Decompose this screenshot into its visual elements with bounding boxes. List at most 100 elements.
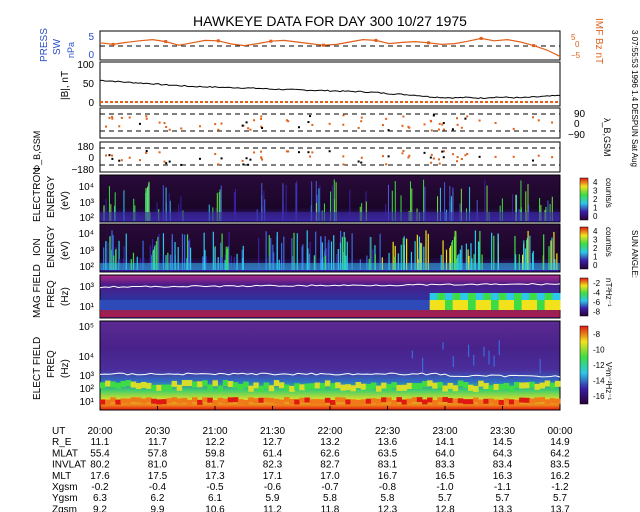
- magfield-band: [475, 300, 484, 310]
- phi-point: [387, 155, 390, 158]
- phi-point: [430, 161, 433, 164]
- magfield-band: [161, 300, 170, 310]
- magfield-band: [429, 300, 438, 310]
- phi-point: [307, 151, 310, 154]
- elecfield-band: [370, 398, 377, 404]
- elecfield-band: [232, 397, 239, 403]
- magfield-band: [207, 300, 216, 310]
- ephemeris-cell: -0.5: [206, 482, 224, 493]
- lambda-point: [253, 119, 256, 122]
- magfield-band: [483, 293, 492, 300]
- elecfield-band: [498, 383, 505, 390]
- phi-point: [118, 159, 121, 162]
- ion-streak: [167, 252, 169, 270]
- elecfield-band: [171, 380, 178, 387]
- lambda-point: [128, 116, 131, 119]
- ion-streak: [473, 254, 475, 270]
- elecfield-band: [202, 397, 208, 403]
- elecfield-band: [416, 397, 423, 403]
- lambda-point: [408, 126, 411, 129]
- magfield-band: [529, 293, 538, 300]
- ephemeris-cell: 22:00: [317, 426, 342, 437]
- magfield-band: [146, 300, 155, 310]
- elecfield-band: [529, 381, 535, 388]
- elecfield-burst: [442, 342, 444, 350]
- phi-ylabel: Φ_B,GSM: [32, 131, 42, 172]
- magfield-band: [483, 300, 492, 310]
- imf-bz-label: IMF Bz nT: [593, 18, 604, 64]
- elecfield-band: [473, 385, 479, 392]
- ion-streak: [225, 246, 227, 270]
- phi-points: [105, 150, 554, 166]
- ion-streak: [112, 235, 114, 270]
- elecfield-band: [120, 380, 126, 387]
- magfield-band: [322, 300, 331, 310]
- ion-streak: [189, 247, 192, 270]
- electron-streak: [411, 188, 413, 221]
- magfield-band: [399, 300, 408, 310]
- mag-ylabel-1: MAG FIELD: [32, 264, 43, 318]
- electron-streak: [220, 185, 222, 221]
- electron-tick-1e2: 10²: [80, 213, 95, 224]
- elecfield-band: [432, 399, 438, 405]
- ion-streak: [184, 234, 186, 270]
- mag-ylabel-2: FREQ: [46, 280, 57, 308]
- phi-point: [165, 162, 168, 165]
- b-tick-100: 100: [77, 60, 94, 71]
- ion-streak: [324, 255, 326, 270]
- colorbar-tick-label: -6: [593, 298, 601, 307]
- elecfield-band: [365, 398, 372, 404]
- ephemeris-header: MLT: [52, 471, 71, 482]
- magfield-band: [552, 293, 561, 300]
- magfield-band: [230, 300, 239, 310]
- elecfield-band: [427, 397, 433, 403]
- ephemeris-cell: 12.2: [205, 437, 225, 448]
- ion-streak: [273, 252, 275, 270]
- elecfield-band: [396, 384, 402, 391]
- magfield-band: [537, 300, 546, 310]
- electron-streak: [296, 180, 298, 221]
- side-note: 3 07:55:53 1996 1.4 DESPUN Sat Aug: [630, 30, 639, 167]
- ion-streak: [532, 250, 534, 270]
- magfield-band: [391, 300, 400, 310]
- electron-tick-1e3: 10³: [80, 198, 95, 209]
- electron-streak: [365, 201, 367, 221]
- magfield-band: [498, 300, 507, 310]
- magfield-band: [452, 293, 461, 300]
- ion-low-band: [100, 263, 560, 270]
- ion-streak: [188, 240, 190, 270]
- magfield-band: [376, 300, 385, 310]
- phi-point: [442, 150, 445, 153]
- elecfield-band: [549, 398, 556, 404]
- electron-streak: [148, 181, 150, 221]
- magfield-band: [498, 293, 507, 300]
- ion-streak: [465, 243, 467, 270]
- ion-streak: [308, 253, 311, 270]
- electron-streak: [261, 183, 263, 221]
- lambda-ylabel: λ_B,GSM: [602, 118, 612, 157]
- elecfield-band: [268, 397, 275, 403]
- phi-point: [328, 150, 331, 153]
- ephemeris-cell: 5.7: [553, 493, 567, 504]
- elecfield-band: [243, 381, 249, 388]
- ion-streak: [366, 255, 368, 270]
- elecfield-band: [309, 399, 316, 405]
- ion-colorbar: [579, 226, 589, 270]
- ion-streak: [392, 241, 394, 270]
- electron-ylabel-2: ENERGY: [46, 175, 57, 218]
- phi-point: [261, 158, 264, 161]
- ion-streak: [341, 236, 344, 270]
- ion-streak: [203, 232, 205, 270]
- ephemeris-cell: 16.3: [493, 471, 513, 482]
- magfield-band: [468, 300, 477, 310]
- ephemeris-cell: -0.7: [321, 482, 339, 493]
- elecfield-band: [534, 383, 540, 390]
- elecfield-band: [140, 398, 147, 404]
- elecfield-band: [161, 399, 167, 405]
- elecfield-bands: [100, 340, 561, 405]
- ephemeris-cell: 23:00: [432, 426, 457, 437]
- lambda-point: [512, 127, 515, 130]
- elecfield-band: [483, 398, 489, 404]
- ephemeris-cell: 82.7: [320, 460, 340, 471]
- elecfield-band: [151, 384, 157, 391]
